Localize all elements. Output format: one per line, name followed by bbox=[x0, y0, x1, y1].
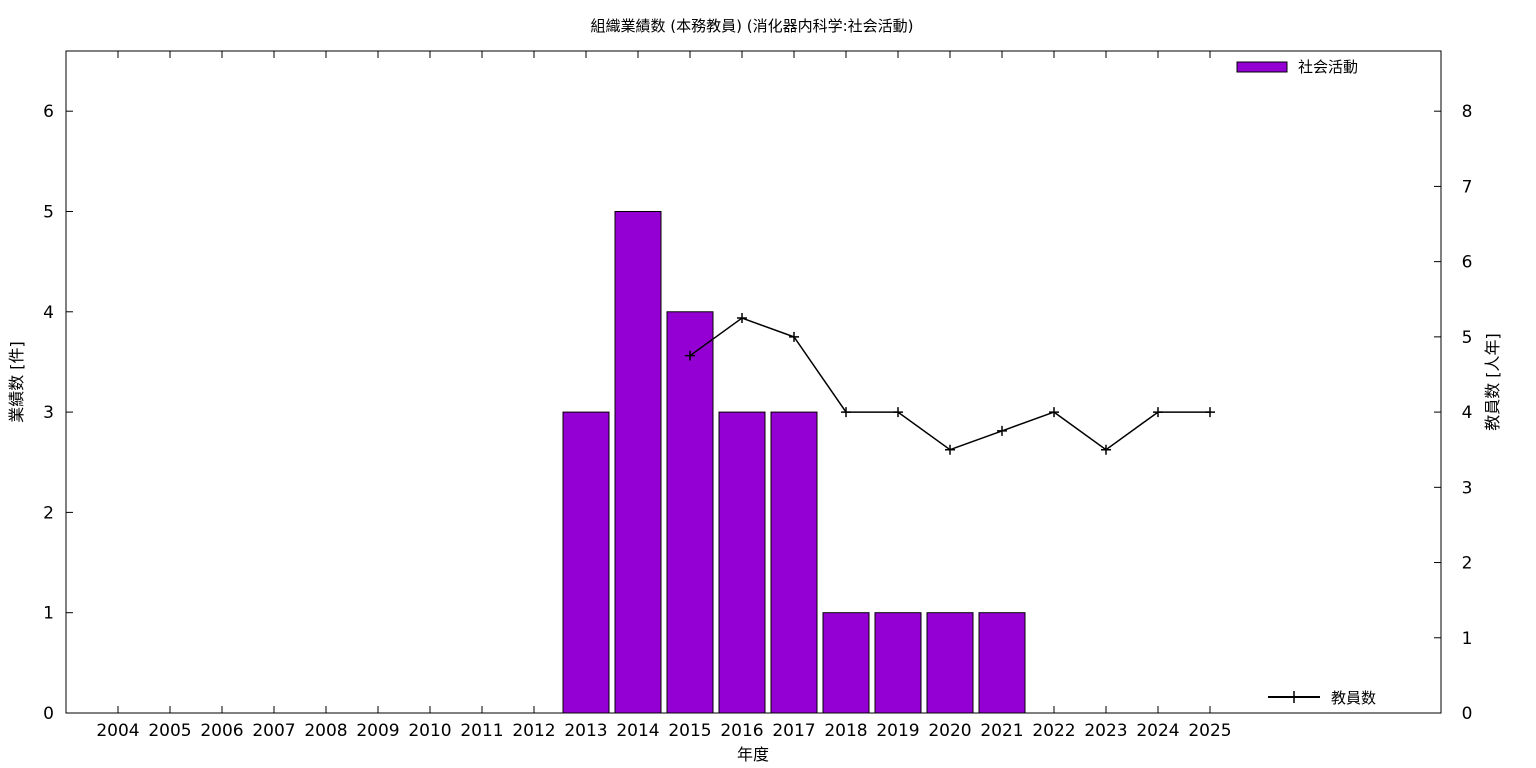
x-tick-label: 2023 bbox=[1084, 721, 1127, 741]
y-tick-label: 1 bbox=[43, 604, 54, 624]
legend-bar-swatch bbox=[1236, 61, 1288, 73]
line-point-2017 bbox=[789, 331, 799, 342]
x-tick-label: 2009 bbox=[356, 721, 399, 741]
y2-tick-label: 2 bbox=[1462, 554, 1473, 574]
line-point-2023 bbox=[1101, 444, 1111, 455]
x-tick-label: 2006 bbox=[200, 721, 243, 741]
bar-series bbox=[562, 210, 1026, 714]
line-path bbox=[689, 317, 1210, 451]
bar-2019 bbox=[874, 612, 922, 714]
bar-2016 bbox=[718, 411, 766, 714]
x-tick-label: 2019 bbox=[876, 721, 919, 741]
y2-axis-label: 教員数 [人年] bbox=[1483, 333, 1502, 431]
x-tick-label: 2004 bbox=[96, 721, 139, 741]
y2-tick-label: 7 bbox=[1462, 177, 1473, 197]
y-tick-label: 6 bbox=[43, 102, 54, 122]
bar-2015 bbox=[666, 311, 714, 714]
bar-2021 bbox=[978, 612, 1026, 714]
x-tick-label: 2018 bbox=[824, 721, 867, 741]
x-tick-label: 2008 bbox=[304, 721, 347, 741]
y2-tick-label: 8 bbox=[1462, 102, 1473, 122]
x-tick-label: 2021 bbox=[980, 721, 1023, 741]
line-point-2018 bbox=[841, 407, 851, 418]
y2-tick-label: 0 bbox=[1462, 704, 1473, 724]
bar-2017 bbox=[770, 411, 818, 714]
line-point-2019 bbox=[893, 407, 903, 418]
axes: 0 1 2 3 4 5 6 0 1 2 3 4 5 6 7 8 2004 2005 2006 2007 2008 2009… bbox=[43, 50, 1473, 741]
x-tick-label: 2024 bbox=[1136, 721, 1179, 741]
y2-tick-label: 4 bbox=[1462, 403, 1473, 423]
x-tick-label: 2017 bbox=[772, 721, 815, 741]
y-tick-label: 2 bbox=[43, 503, 54, 523]
y2-tick-label: 3 bbox=[1462, 478, 1473, 498]
x-tick-label: 2012 bbox=[512, 721, 555, 741]
x-tick-label: 2015 bbox=[668, 721, 711, 741]
x-tick-label: 2013 bbox=[564, 721, 607, 741]
bar-2020 bbox=[926, 612, 974, 714]
x-tick-label: 2010 bbox=[408, 721, 451, 741]
legend-bar-label: 社会活動 bbox=[1298, 58, 1358, 76]
line-series bbox=[685, 313, 1215, 455]
x-tick-label: 2005 bbox=[148, 721, 191, 741]
y-tick-label: 4 bbox=[43, 303, 54, 323]
line-point-2016 bbox=[737, 313, 747, 324]
y-tick-label: 0 bbox=[43, 704, 54, 724]
x-tick-label: 2022 bbox=[1032, 721, 1075, 741]
y2-tick-label: 6 bbox=[1462, 253, 1473, 273]
legend-line-marker bbox=[1288, 691, 1300, 703]
line-point-2015 bbox=[685, 350, 695, 361]
bar-2013 bbox=[562, 411, 610, 714]
x-tick-label: 2020 bbox=[928, 721, 971, 741]
bar-2018 bbox=[822, 612, 870, 714]
x-tick-label: 2016 bbox=[720, 721, 763, 741]
y-axis-label: 業績数 [件] bbox=[7, 341, 26, 423]
chart-title: 組織業績数 (本務教員) (消化器内科学:社会活動) bbox=[590, 17, 913, 35]
x-tick-label: 2025 bbox=[1188, 721, 1231, 741]
line-point-2022 bbox=[1049, 407, 1059, 418]
x-tick-label: 2007 bbox=[252, 721, 295, 741]
y2-tick-label: 1 bbox=[1462, 629, 1473, 649]
y-tick-label: 5 bbox=[43, 202, 54, 222]
y-tick-label: 3 bbox=[43, 403, 54, 423]
legend-line-label: 教員数 bbox=[1331, 689, 1376, 707]
x-tick-label: 2011 bbox=[460, 721, 503, 741]
line-point-2025 bbox=[1205, 407, 1215, 418]
legend: 社会活動 教員数 bbox=[1236, 58, 1376, 707]
x-tick-label: 2014 bbox=[616, 721, 659, 741]
line-point-2021 bbox=[997, 425, 1007, 436]
line-point-2020 bbox=[945, 444, 955, 455]
y2-tick-label: 5 bbox=[1462, 328, 1473, 348]
bar-2014 bbox=[614, 210, 662, 714]
x-axis-label: 年度 bbox=[737, 745, 769, 764]
line-point-2024 bbox=[1153, 407, 1163, 418]
